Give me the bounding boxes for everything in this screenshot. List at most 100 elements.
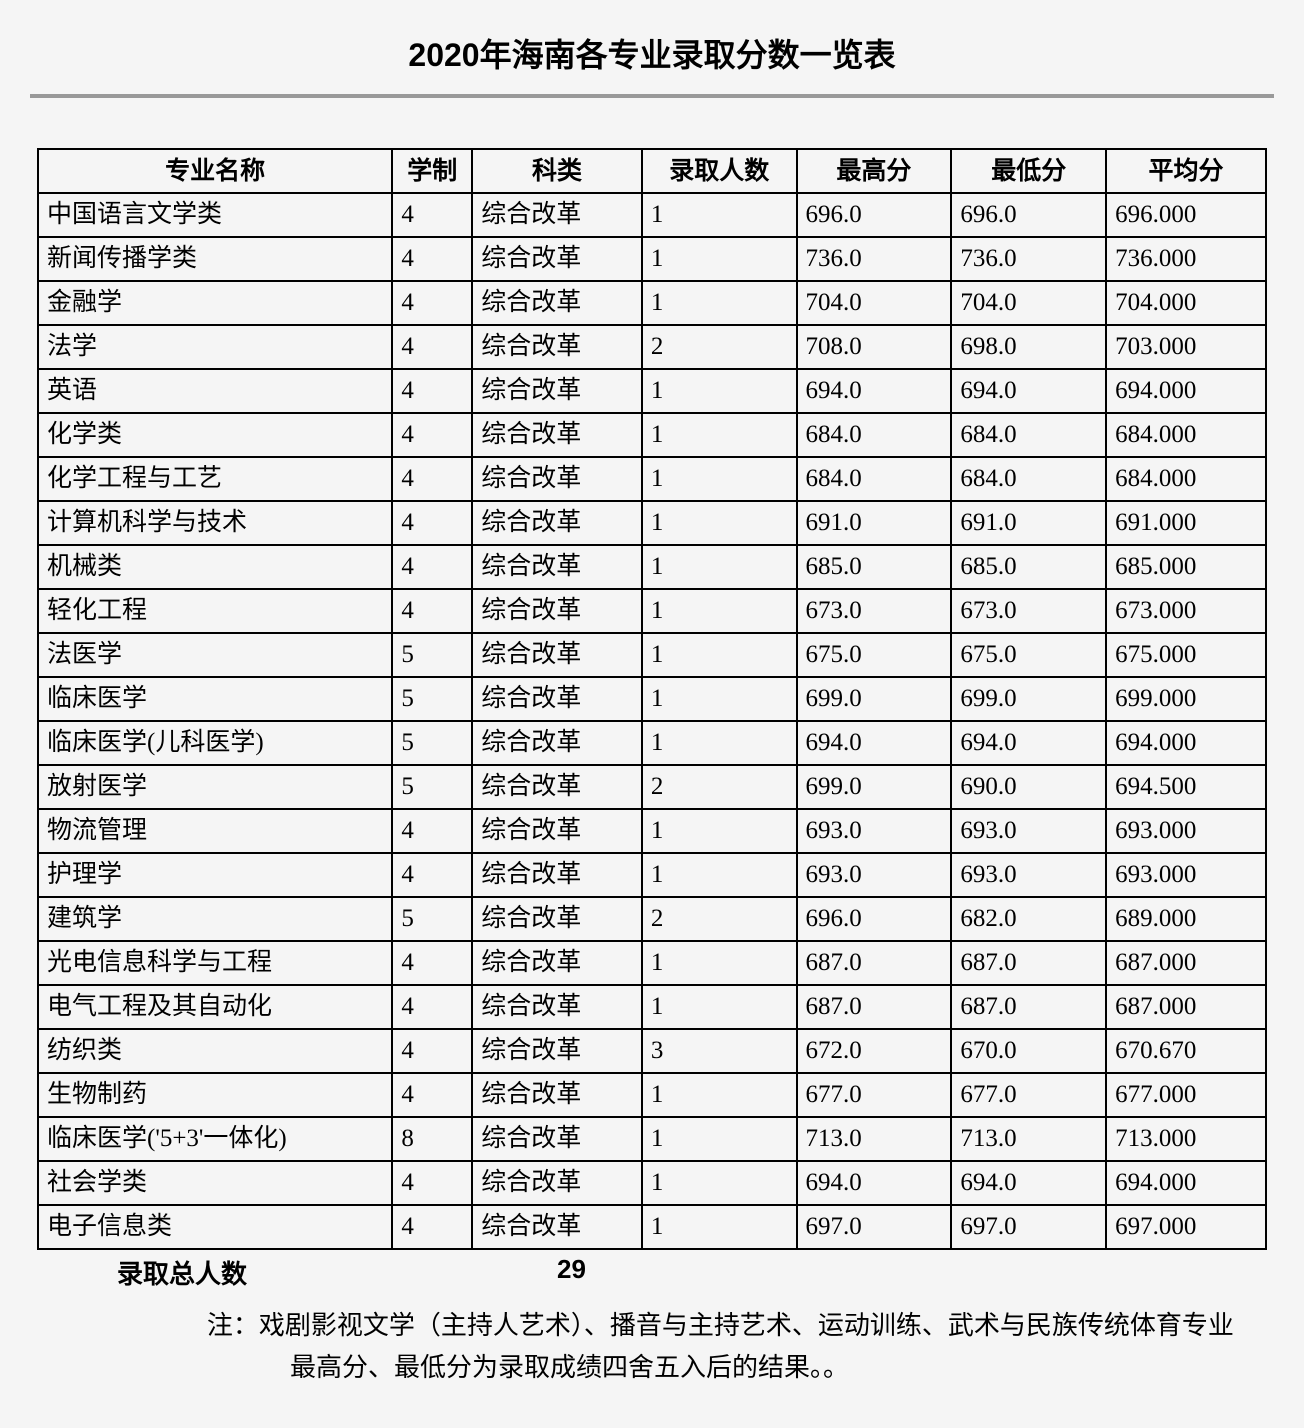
table-cell: 综合改革 — [472, 809, 642, 853]
table-cell: 670.670 — [1106, 1029, 1266, 1073]
table-row: 轻化工程4综合改革1673.0673.0673.000 — [38, 589, 1266, 633]
table-cell: 生物制药 — [38, 1073, 392, 1117]
table-row: 临床医学5综合改革1699.0699.0699.000 — [38, 677, 1266, 721]
col-header: 学制 — [392, 149, 472, 193]
table-cell: 736.0 — [951, 237, 1106, 281]
table-cell: 4 — [392, 501, 472, 545]
table-cell: 金融学 — [38, 281, 392, 325]
summary-label: 录取总人数 — [117, 1254, 247, 1291]
summary-row: 录取总人数 29 — [37, 1254, 1267, 1291]
table-cell: 1 — [642, 809, 797, 853]
score-table: 专业名称 学制 科类 录取人数 最高分 最低分 平均分 中国语言文学类4综合改革… — [37, 148, 1267, 1250]
table-cell: 687.0 — [797, 985, 952, 1029]
table-cell: 电子信息类 — [38, 1205, 392, 1249]
table-cell: 5 — [392, 633, 472, 677]
table-cell: 法医学 — [38, 633, 392, 677]
table-cell: 综合改革 — [472, 765, 642, 809]
table-cell: 685.0 — [951, 545, 1106, 589]
table-cell: 1 — [642, 1205, 797, 1249]
table-cell: 综合改革 — [472, 1205, 642, 1249]
table-row: 电子信息类4综合改革1697.0697.0697.000 — [38, 1205, 1266, 1249]
table-cell: 693.0 — [797, 853, 952, 897]
table-cell: 4 — [392, 589, 472, 633]
table-cell: 684.0 — [797, 457, 952, 501]
table-cell: 4 — [392, 237, 472, 281]
table-cell: 综合改革 — [472, 1161, 642, 1205]
table-cell: 综合改革 — [472, 853, 642, 897]
table-cell: 中国语言文学类 — [38, 193, 392, 237]
table-cell: 4 — [392, 1161, 472, 1205]
table-row: 光电信息科学与工程4综合改革1687.0687.0687.000 — [38, 941, 1266, 985]
table-cell: 综合改革 — [472, 193, 642, 237]
table-cell: 综合改革 — [472, 325, 642, 369]
table-cell: 1 — [642, 237, 797, 281]
table-cell: 697.0 — [797, 1205, 952, 1249]
table-cell: 综合改革 — [472, 721, 642, 765]
table-row: 法学4综合改革2708.0698.0703.000 — [38, 325, 1266, 369]
summary-value: 29 — [557, 1254, 586, 1291]
table-cell: 4 — [392, 193, 472, 237]
table-cell: 696.0 — [951, 193, 1106, 237]
table-cell: 综合改革 — [472, 1117, 642, 1161]
table-cell: 2 — [642, 897, 797, 941]
table-cell: 4 — [392, 369, 472, 413]
table-cell: 694.0 — [951, 721, 1106, 765]
table-cell: 675.0 — [797, 633, 952, 677]
table-cell: 综合改革 — [472, 941, 642, 985]
table-cell: 672.0 — [797, 1029, 952, 1073]
table-row: 英语4综合改革1694.0694.0694.000 — [38, 369, 1266, 413]
table-cell: 1 — [642, 413, 797, 457]
table-cell: 689.000 — [1106, 897, 1266, 941]
table-body: 中国语言文学类4综合改革1696.0696.0696.000新闻传播学类4综合改… — [38, 193, 1266, 1249]
table-cell: 703.000 — [1106, 325, 1266, 369]
table-cell: 建筑学 — [38, 897, 392, 941]
table-cell: 4 — [392, 809, 472, 853]
table-cell: 694.000 — [1106, 721, 1266, 765]
table-cell: 4 — [392, 457, 472, 501]
table-row: 中国语言文学类4综合改革1696.0696.0696.000 — [38, 193, 1266, 237]
table-cell: 4 — [392, 985, 472, 1029]
table-row: 电气工程及其自动化4综合改革1687.0687.0687.000 — [38, 985, 1266, 1029]
table-cell: 693.0 — [797, 809, 952, 853]
table-cell: 713.0 — [951, 1117, 1106, 1161]
table-row: 社会学类4综合改革1694.0694.0694.000 — [38, 1161, 1266, 1205]
col-header: 平均分 — [1106, 149, 1266, 193]
table-cell: 685.0 — [797, 545, 952, 589]
table-cell: 687.0 — [797, 941, 952, 985]
table-cell: 684.000 — [1106, 457, 1266, 501]
table-cell: 护理学 — [38, 853, 392, 897]
table-row: 生物制药4综合改革1677.0677.0677.000 — [38, 1073, 1266, 1117]
table-row: 机械类4综合改革1685.0685.0685.000 — [38, 545, 1266, 589]
table-cell: 694.000 — [1106, 1161, 1266, 1205]
table-cell: 5 — [392, 721, 472, 765]
table-cell: 687.0 — [951, 941, 1106, 985]
table-cell: 1 — [642, 633, 797, 677]
table-cell: 综合改革 — [472, 237, 642, 281]
table-row: 临床医学(儿科医学)5综合改革1694.0694.0694.000 — [38, 721, 1266, 765]
table-cell: 687.0 — [951, 985, 1106, 1029]
table-cell: 697.000 — [1106, 1205, 1266, 1249]
table-cell: 4 — [392, 1205, 472, 1249]
table-cell: 综合改革 — [472, 413, 642, 457]
table-cell: 临床医学(儿科医学) — [38, 721, 392, 765]
table-cell: 综合改革 — [472, 457, 642, 501]
table-cell: 684.0 — [951, 457, 1106, 501]
table-cell: 693.0 — [951, 853, 1106, 897]
table-cell: 电气工程及其自动化 — [38, 985, 392, 1029]
table-cell: 2 — [642, 325, 797, 369]
table-cell: 693.0 — [951, 809, 1106, 853]
table-cell: 3 — [642, 1029, 797, 1073]
table-cell: 736.0 — [797, 237, 952, 281]
table-cell: 1 — [642, 457, 797, 501]
table-cell: 4 — [392, 941, 472, 985]
table-row: 护理学4综合改革1693.0693.0693.000 — [38, 853, 1266, 897]
table-row: 新闻传播学类4综合改革1736.0736.0736.000 — [38, 237, 1266, 281]
table-cell: 5 — [392, 765, 472, 809]
table-cell: 691.0 — [797, 501, 952, 545]
table-cell: 1 — [642, 853, 797, 897]
table-cell: 综合改革 — [472, 545, 642, 589]
table-cell: 临床医学('5+3'一体化) — [38, 1117, 392, 1161]
table-cell: 1 — [642, 501, 797, 545]
table-cell: 696.0 — [797, 897, 952, 941]
table-cell: 8 — [392, 1117, 472, 1161]
